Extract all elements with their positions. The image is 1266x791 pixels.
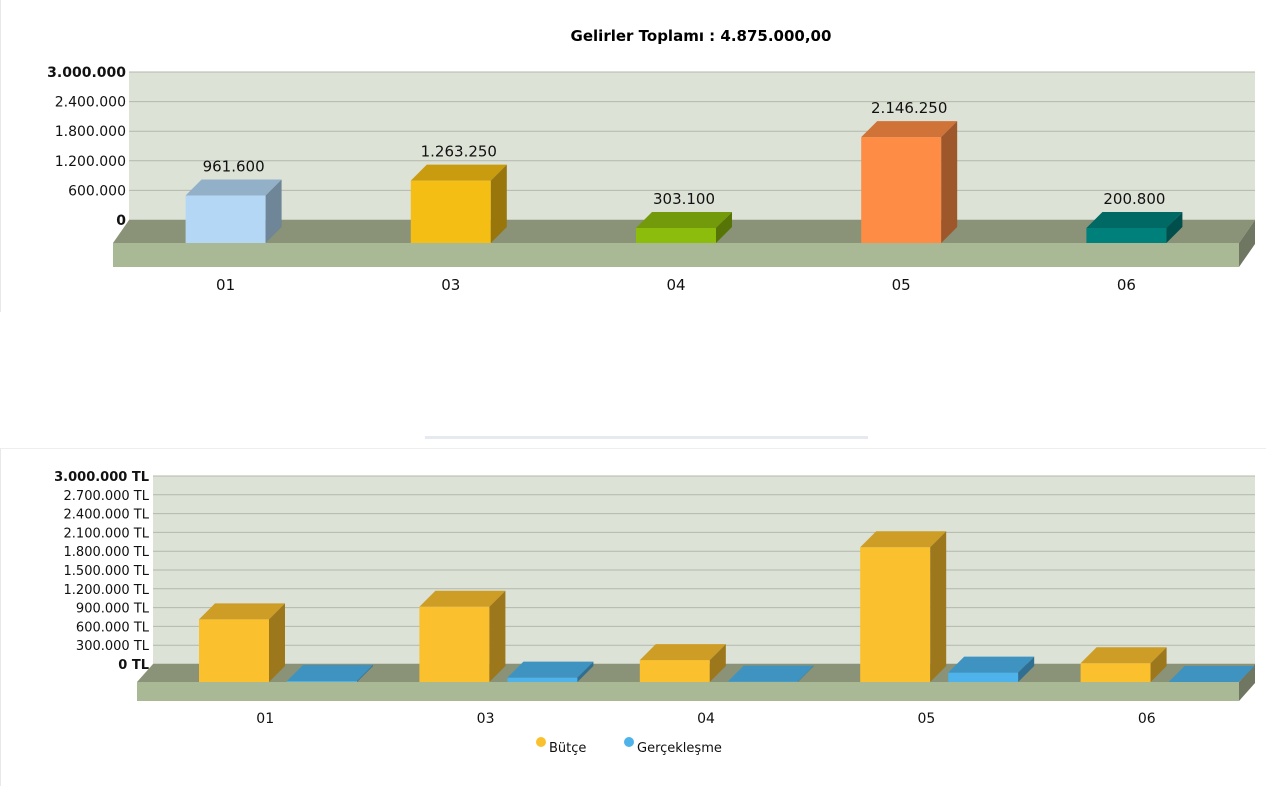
data-label: 1.263.250: [421, 143, 497, 161]
plot-floor-front: [113, 243, 1239, 267]
budget-vs-actual-chart-svg: 3.000.000 TL 2.700.000 TL 2.400.000 TL 2.10…: [1, 449, 1265, 787]
data-label: 303.100: [653, 190, 715, 208]
y-tick-label: 2.400.000 TL: [64, 508, 150, 523]
revenue-total-chart: Gelirler Toplamı : 4.875.000,00 3.000.00…: [0, 0, 1266, 312]
y-tick-label: 2.400.000: [55, 95, 126, 111]
revenue-total-chart-svg: Gelirler Toplamı : 4.875.000,00 3.000.00…: [1, 0, 1265, 312]
x-tick-label: 01: [216, 276, 235, 294]
y-tick-label: 1.500.000 TL: [64, 564, 150, 579]
y-tick-label: 3.000.000 TL: [54, 470, 149, 485]
x-tick-label: 04: [666, 276, 685, 294]
section-divider: [425, 436, 868, 439]
bar-03: [411, 165, 507, 243]
y-tick-label: 600.000: [68, 183, 126, 199]
plot-floor-front: [137, 682, 1239, 701]
y-tick-label: 2.700.000 TL: [64, 489, 150, 504]
legend-swatch: [624, 737, 634, 747]
y-tick-label: 1.800.000 TL: [64, 545, 150, 560]
bar-05-actual: [948, 657, 1034, 682]
bar-04: [636, 212, 732, 243]
x-tick-label: 04: [697, 711, 715, 727]
bar-05-budget: [860, 531, 946, 682]
x-tick-label: 01: [256, 711, 274, 727]
y-tick-label: 2.100.000 TL: [64, 526, 150, 541]
x-tick-label: 05: [892, 276, 911, 294]
chart-title: Gelirler Toplamı : 4.875.000,00: [571, 27, 832, 45]
y-tick-label: 0 TL: [118, 658, 149, 673]
y-tick-label: 1.800.000: [55, 124, 126, 140]
y-tick-label: 600.000 TL: [76, 620, 150, 635]
y-tick-label: 300.000 TL: [76, 639, 150, 654]
y-tick-label: 900.000 TL: [76, 602, 150, 617]
legend-label: Bütçe: [549, 741, 586, 756]
bar-01-budget: [199, 603, 285, 682]
bar-03-budget: [419, 591, 505, 682]
data-label: 961.600: [203, 158, 265, 176]
legend-label: Gerçekleşme: [637, 741, 722, 756]
bar-05: [861, 121, 957, 243]
bar-04-budget: [640, 644, 726, 682]
data-label: 200.800: [1103, 190, 1165, 208]
x-tick-label: 03: [477, 711, 495, 727]
budget-vs-actual-chart: 3.000.000 TL 2.700.000 TL 2.400.000 TL 2.10…: [0, 448, 1266, 786]
legend-swatch: [536, 737, 546, 747]
y-tick-label: 1.200.000: [55, 154, 126, 170]
y-tick-label: 3.000.000: [47, 65, 126, 81]
x-tick-label: 06: [1138, 711, 1156, 727]
x-tick-label: 06: [1117, 276, 1136, 294]
y-tick-label: 1.200.000 TL: [64, 583, 150, 598]
data-label: 2.146.250: [871, 99, 947, 117]
x-tick-label: 03: [441, 276, 460, 294]
bar-06-budget: [1081, 647, 1167, 682]
bar-01: [186, 180, 282, 243]
bar-06: [1086, 212, 1182, 243]
x-tick-label: 05: [917, 711, 935, 727]
